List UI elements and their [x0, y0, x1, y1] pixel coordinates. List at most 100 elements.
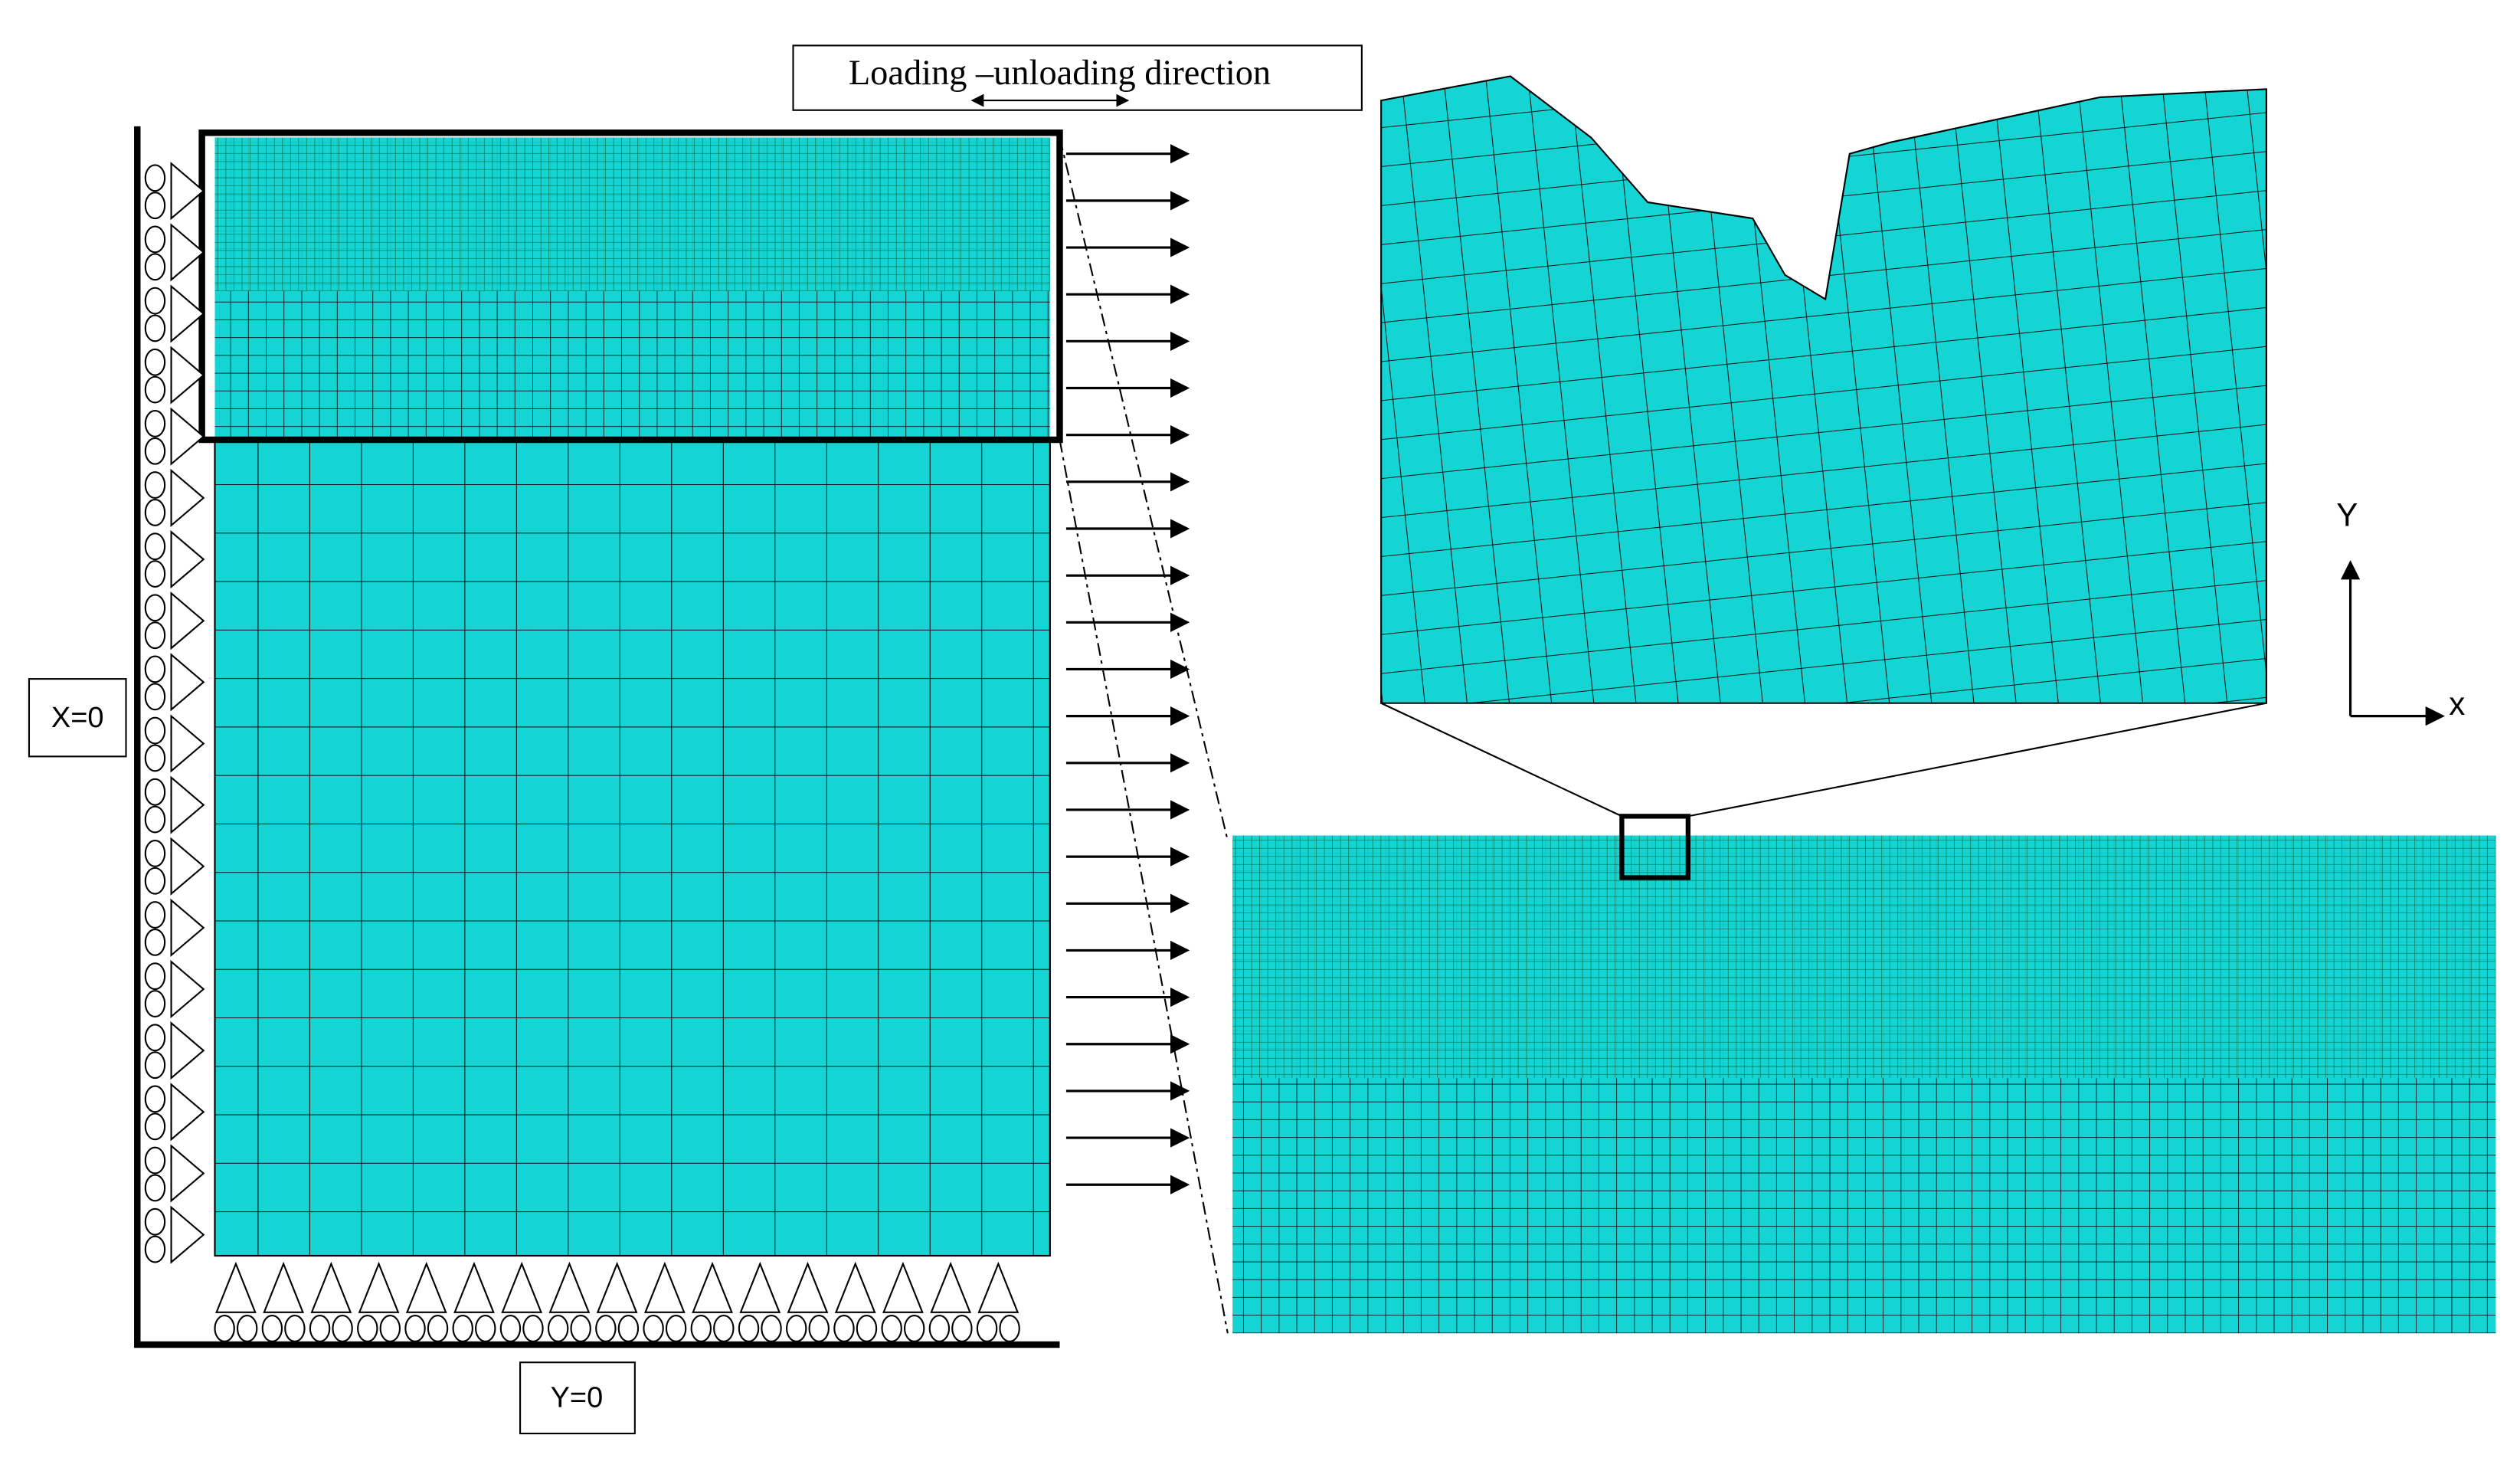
connector — [1059, 137, 1229, 841]
roller-triangle — [834, 1261, 876, 1313]
roller-triangle — [170, 529, 205, 589]
roller-triangle — [170, 468, 205, 528]
roller-triangle — [170, 775, 205, 834]
boundary-walls — [134, 126, 1060, 1348]
roller-triangle — [170, 1144, 205, 1203]
roller — [144, 471, 166, 499]
roller — [144, 1085, 166, 1113]
roller — [284, 1315, 306, 1342]
roller — [617, 1315, 640, 1342]
roller — [144, 1146, 166, 1175]
roller — [379, 1315, 401, 1342]
roller-triangle — [643, 1261, 686, 1313]
roller — [144, 962, 166, 991]
roller — [690, 1315, 712, 1342]
roller — [999, 1315, 1020, 1342]
zoom-connector — [1687, 702, 2267, 817]
roller — [214, 1315, 235, 1342]
roller — [144, 287, 166, 315]
x-axis-label: x — [2449, 686, 2465, 722]
roller — [951, 1315, 973, 1342]
roller — [665, 1315, 687, 1342]
roller — [144, 867, 166, 895]
roller — [144, 716, 166, 745]
roller — [309, 1315, 331, 1342]
roller-triangle — [170, 898, 205, 958]
roller — [144, 192, 166, 220]
roller-triangle — [882, 1261, 924, 1313]
roller — [236, 1315, 258, 1342]
roller — [761, 1315, 782, 1342]
zoom-region-box — [198, 129, 1063, 444]
connector — [1059, 439, 1229, 1334]
roller — [144, 1174, 166, 1202]
roller — [570, 1315, 591, 1342]
roller — [144, 594, 166, 622]
roller-triangle — [263, 1261, 304, 1313]
roller-triangle — [596, 1261, 638, 1313]
roller — [928, 1315, 951, 1342]
supports — [144, 162, 1020, 1342]
roller-triangle — [358, 1261, 400, 1313]
roller-triangle — [170, 284, 205, 343]
roller — [144, 928, 166, 956]
roller — [144, 498, 166, 526]
fine-mesh — [214, 137, 1050, 291]
roller-triangle — [170, 837, 205, 896]
roller-triangle — [692, 1261, 733, 1313]
roller-triangle — [977, 1261, 1019, 1313]
roller — [595, 1315, 617, 1342]
label-box — [28, 678, 127, 758]
roller — [144, 1207, 166, 1236]
roller — [144, 778, 166, 806]
x-boundary-label: X=0 — [51, 702, 104, 734]
roller — [976, 1315, 998, 1342]
roller-triangle — [170, 162, 205, 221]
roller-triangle — [787, 1261, 829, 1313]
roller-triangle — [310, 1261, 352, 1313]
roller-triangle — [170, 653, 205, 712]
roller — [144, 314, 166, 342]
zoom-box — [1619, 814, 1691, 880]
roller — [332, 1315, 353, 1342]
roller — [808, 1315, 830, 1342]
coarse-mesh — [214, 438, 1051, 1257]
roller — [261, 1315, 283, 1342]
roller — [144, 1051, 166, 1080]
roller-triangle — [739, 1261, 781, 1313]
roller — [144, 560, 166, 588]
roller — [786, 1315, 807, 1342]
roller-triangle — [170, 714, 205, 773]
roller — [144, 621, 166, 650]
roller-triangle — [170, 346, 205, 405]
roller-triangle — [215, 1261, 257, 1313]
roller — [547, 1315, 569, 1342]
roller — [144, 253, 166, 281]
roller-triangle — [170, 407, 205, 466]
roller — [903, 1315, 925, 1342]
roller — [144, 409, 166, 437]
roller — [713, 1315, 735, 1342]
roller-triangle — [170, 223, 205, 282]
y-boundary-label: Y=0 — [551, 1382, 604, 1414]
roller — [144, 225, 166, 254]
label-box — [519, 1361, 636, 1435]
y-axis-label: Y — [2336, 496, 2358, 532]
roller — [144, 375, 166, 404]
roller-triangle — [170, 591, 205, 650]
roller-triangle — [453, 1261, 495, 1313]
roller — [144, 683, 166, 711]
roller-triangle — [930, 1261, 971, 1313]
roller — [144, 655, 166, 683]
roller — [144, 1235, 166, 1263]
roller — [856, 1315, 878, 1342]
roller-triangle — [170, 959, 205, 1019]
roller — [144, 744, 166, 772]
roller — [144, 1112, 166, 1141]
roller — [881, 1315, 902, 1342]
roller — [475, 1315, 496, 1342]
roller — [522, 1315, 544, 1342]
roller-triangle — [548, 1261, 591, 1313]
roller-triangle — [170, 1205, 205, 1264]
